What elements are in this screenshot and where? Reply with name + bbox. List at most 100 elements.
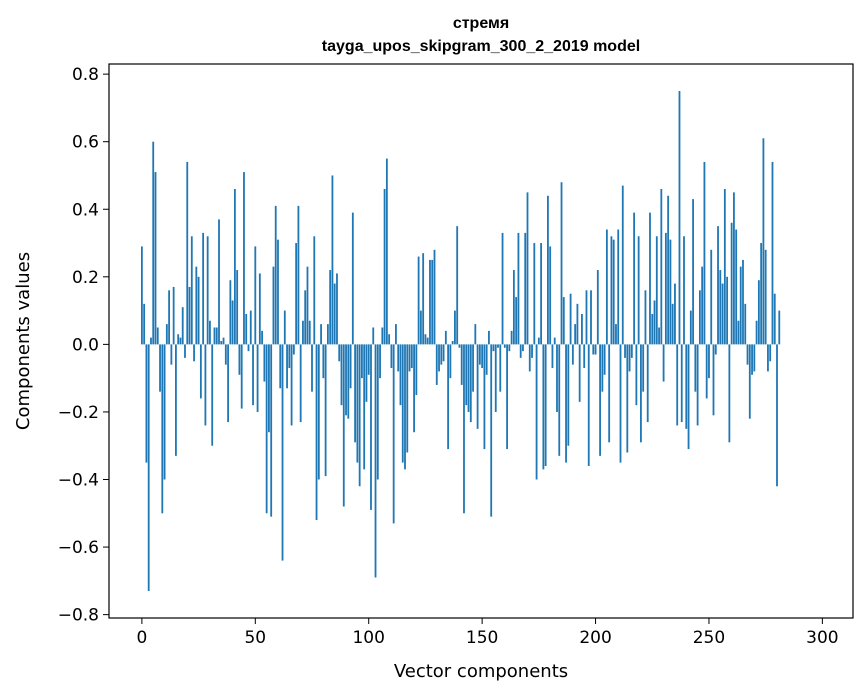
bar: [401, 344, 404, 463]
bar: [506, 344, 508, 450]
bar: [274, 205, 277, 345]
bar: [698, 290, 701, 345]
bar: [449, 344, 452, 379]
bar: [233, 188, 236, 345]
bar: [177, 334, 180, 345]
bar: [152, 141, 155, 345]
x-axis-ticks: 0 50 100 150 200 250 300: [136, 618, 839, 648]
bar: [383, 188, 386, 345]
bar: [231, 300, 234, 345]
x-tick-label: 150: [466, 628, 498, 648]
bar: [547, 195, 549, 345]
bar: [404, 344, 406, 470]
bar: [633, 212, 636, 345]
bar: [188, 286, 191, 345]
bar: [243, 172, 245, 345]
bar: [429, 259, 431, 345]
bar: [159, 344, 161, 392]
bar: [347, 344, 350, 419]
bar: [499, 344, 502, 392]
bar: [728, 344, 731, 443]
bar: [714, 344, 717, 355]
bar: [413, 344, 415, 433]
bar: [431, 259, 434, 345]
bar: [150, 337, 152, 345]
bar: [755, 320, 758, 345]
bar: [619, 344, 622, 463]
bar: [533, 243, 536, 345]
bar: [172, 286, 175, 345]
bar: [565, 344, 567, 463]
chart-title: стремя: [453, 15, 509, 32]
bar: [447, 344, 450, 450]
bar: [397, 344, 400, 372]
bar: [753, 344, 756, 372]
bar: [245, 313, 248, 345]
bar: [283, 310, 286, 345]
bar: [456, 226, 459, 345]
bar: [517, 232, 520, 345]
bar: [417, 256, 420, 345]
bar: [165, 324, 168, 345]
bar: [467, 344, 470, 412]
bar: [154, 172, 157, 345]
bar: [605, 229, 608, 345]
bar: [184, 344, 186, 358]
bar: [488, 330, 490, 345]
bar: [603, 344, 606, 375]
bar: [311, 344, 313, 392]
bar: [680, 344, 683, 423]
bar: [222, 337, 225, 345]
bar: [279, 344, 282, 389]
bar: [708, 344, 710, 379]
bar: [599, 344, 601, 456]
bar: [701, 266, 704, 345]
bar: [358, 344, 361, 487]
bar: [370, 344, 372, 510]
bar: [390, 344, 393, 369]
bar: [308, 320, 311, 345]
bar: [760, 243, 763, 345]
bar: [363, 344, 366, 470]
bar: [385, 158, 388, 345]
bar: [206, 236, 209, 345]
bar: [492, 344, 495, 352]
bar: [556, 344, 558, 412]
bar: [608, 344, 611, 443]
bar: [658, 327, 660, 345]
bar: [508, 344, 511, 352]
bar: [542, 344, 545, 470]
bar: [331, 175, 334, 345]
x-tick-label: 100: [352, 628, 384, 648]
bar: [281, 344, 284, 561]
bar: [372, 327, 375, 345]
bar: [719, 270, 722, 345]
bar: [179, 337, 182, 345]
bar: [156, 327, 159, 345]
bar: [388, 334, 391, 345]
y-tick-label: 0.8: [72, 65, 99, 85]
x-tick-label: 300: [806, 628, 838, 648]
bar: [501, 232, 504, 345]
bar: [333, 283, 336, 345]
bar: [161, 344, 164, 514]
y-tick-label: −0.6: [58, 538, 99, 558]
y-tick-label: 0.0: [72, 335, 99, 355]
bar: [748, 344, 751, 419]
bar: [302, 320, 304, 345]
bar: [249, 310, 252, 345]
bar: [705, 344, 708, 399]
bar: [463, 344, 465, 514]
bar: [664, 232, 667, 345]
bar: [454, 310, 456, 345]
bar: [379, 344, 381, 379]
bar: [669, 239, 672, 345]
bar: [140, 246, 143, 345]
bar: [218, 219, 220, 345]
bar: [329, 270, 332, 345]
bar: [549, 246, 552, 345]
plot-frame: [108, 63, 854, 619]
bar: [769, 344, 772, 362]
bar: [594, 344, 597, 355]
bar: [297, 205, 300, 345]
